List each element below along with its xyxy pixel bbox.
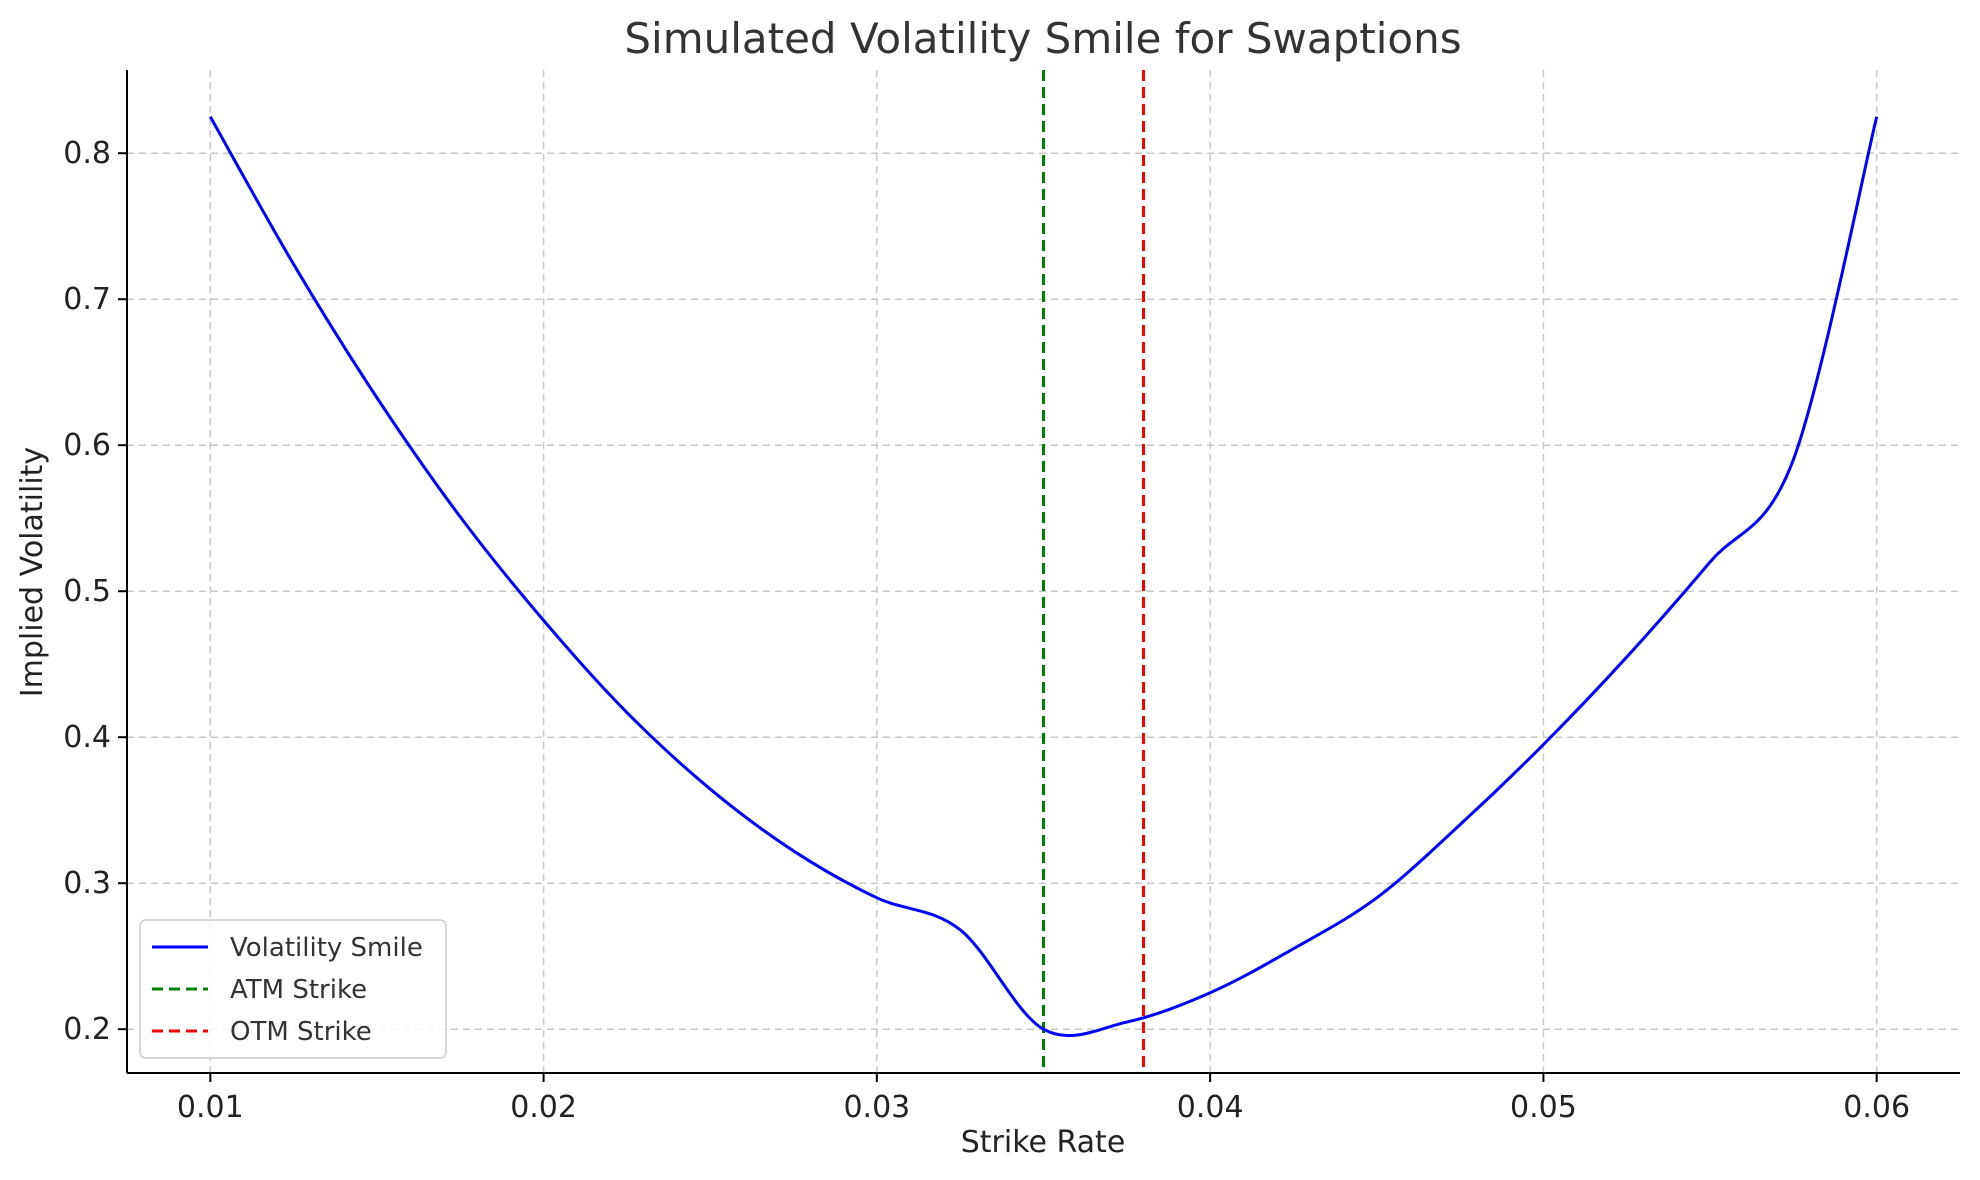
y-tick-label: 0.6 [63, 428, 111, 463]
x-tick-label: 0.05 [1510, 1090, 1577, 1125]
x-tick-label: 0.06 [1843, 1090, 1910, 1125]
series-line-volatility-smile [209, 115, 1879, 1038]
y-tick-label: 0.4 [63, 720, 111, 755]
y-tick-label: 0.8 [63, 136, 111, 171]
x-axis-label: Strike Rate [961, 1125, 1126, 1160]
x-tick-label: 0.03 [843, 1090, 910, 1125]
x-tick-label: 0.01 [177, 1090, 244, 1125]
legend-box [139, 919, 447, 1059]
x-tick-label: 0.04 [1177, 1090, 1244, 1125]
reference-lines [1042, 70, 1145, 1073]
x-tick-label: 0.02 [510, 1090, 577, 1125]
y-tick-label: 0.3 [63, 866, 111, 901]
series-layer [209, 115, 1879, 1038]
x-axis-ticks: 0.01 0.02 0.03 0.04 0.05 0.06 [177, 1073, 1910, 1125]
y-tick-label: 0.2 [63, 1012, 111, 1047]
y-tick-label: 0.7 [63, 282, 111, 317]
y-axis-label: Implied Volatility [15, 447, 50, 697]
chart-title: Simulated Volatility Smile for Swaptions [624, 14, 1461, 63]
legend-label-atm-strike: ATM Strike [230, 975, 367, 1005]
legend-label-otm-strike: OTM Strike [230, 1017, 372, 1047]
axes [126, 70, 1960, 1074]
legend: Volatility Smile ATM Strike OTM Strike [139, 919, 447, 1059]
legend-label-volatility-smile: Volatility Smile [230, 933, 423, 963]
y-tick-label: 0.5 [63, 574, 111, 609]
y-axis-ticks: 0.2 0.3 0.4 0.5 0.6 0.7 0.8 [63, 136, 127, 1047]
